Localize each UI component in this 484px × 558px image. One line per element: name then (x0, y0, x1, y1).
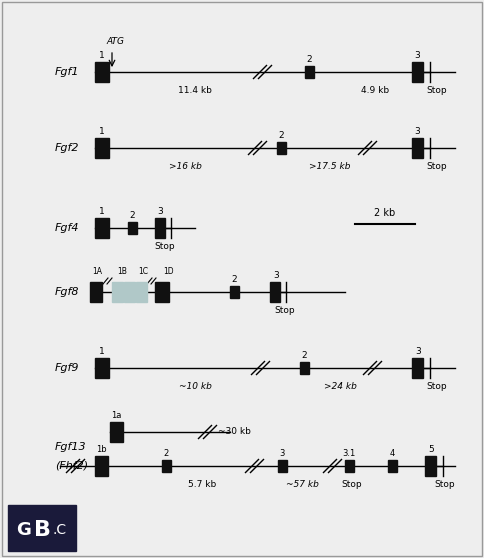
Text: 3.1: 3.1 (342, 449, 356, 458)
Text: 1C: 1C (138, 267, 148, 276)
Text: Fgf13: Fgf13 (55, 442, 87, 452)
Text: Stop: Stop (435, 480, 455, 489)
Bar (95, 138, 109, 158)
Bar (270, 282, 280, 302)
Text: ATG: ATG (106, 37, 124, 46)
Bar (230, 286, 239, 298)
Text: 3: 3 (273, 271, 279, 280)
Text: 2 kb: 2 kb (375, 208, 395, 218)
Bar (128, 222, 137, 234)
Text: Fgf2: Fgf2 (55, 143, 79, 153)
Text: Stop: Stop (342, 480, 363, 489)
Text: 11.4 kb: 11.4 kb (178, 86, 212, 95)
Bar (136, 282, 147, 302)
Text: 3: 3 (414, 127, 420, 136)
Text: 1b: 1b (96, 445, 106, 454)
Text: 1A: 1A (92, 267, 102, 276)
Text: ~57 kb: ~57 kb (286, 480, 318, 489)
Text: 4.9 kb: 4.9 kb (361, 86, 389, 95)
Bar (277, 142, 286, 154)
Text: Fgf8: Fgf8 (55, 287, 79, 297)
Text: Stop: Stop (427, 382, 447, 391)
Bar (95, 358, 109, 378)
Text: 1: 1 (99, 207, 105, 216)
Text: 3: 3 (415, 347, 421, 356)
Text: Fgf1: Fgf1 (55, 67, 79, 77)
Text: 2: 2 (129, 211, 135, 220)
Bar (110, 422, 123, 442)
Text: (Fhf2): (Fhf2) (55, 461, 88, 471)
Text: 3: 3 (279, 449, 285, 458)
Text: .C: .C (52, 523, 66, 537)
Bar (8, 505, 76, 551)
Text: 1a: 1a (111, 411, 121, 420)
Bar (95, 62, 109, 82)
Bar (162, 460, 171, 472)
Bar (412, 138, 423, 158)
Text: 1D: 1D (163, 267, 174, 276)
Text: 2: 2 (307, 55, 312, 64)
Text: 1: 1 (99, 127, 105, 136)
Text: 3: 3 (157, 207, 163, 216)
Bar (95, 456, 108, 476)
Text: 2: 2 (164, 449, 168, 458)
Text: ~10 kb: ~10 kb (179, 382, 212, 391)
Text: 1: 1 (99, 51, 105, 60)
Bar (412, 62, 423, 82)
Text: 4: 4 (389, 449, 394, 458)
Bar (425, 456, 436, 476)
Bar (388, 460, 397, 472)
Text: ~30 kb: ~30 kb (218, 427, 251, 436)
Bar (90, 282, 102, 302)
Text: Fgf9: Fgf9 (55, 363, 79, 373)
Text: G: G (16, 521, 31, 539)
Text: >24 kb: >24 kb (324, 382, 356, 391)
Text: >17.5 kb: >17.5 kb (309, 162, 351, 171)
Text: 2: 2 (279, 131, 284, 140)
Bar (124, 282, 135, 302)
Bar (305, 66, 314, 78)
Text: 2: 2 (302, 351, 307, 360)
Text: 5: 5 (428, 445, 434, 454)
Bar (412, 358, 423, 378)
Text: 1: 1 (99, 347, 105, 356)
Text: Fgf4: Fgf4 (55, 223, 79, 233)
Bar (345, 460, 354, 472)
Text: Stop: Stop (155, 242, 175, 251)
Text: Stop: Stop (275, 306, 295, 315)
Text: B: B (34, 520, 51, 540)
Text: >16 kb: >16 kb (168, 162, 201, 171)
Bar (95, 218, 109, 238)
Text: 3: 3 (414, 51, 420, 60)
Text: Stop: Stop (427, 86, 447, 95)
Text: Stop: Stop (427, 162, 447, 171)
Bar (155, 218, 165, 238)
Bar (155, 282, 169, 302)
Text: 5.7 kb: 5.7 kb (188, 480, 216, 489)
Bar (278, 460, 287, 472)
Bar (300, 362, 309, 374)
Bar (112, 282, 123, 302)
Text: 1B: 1B (117, 267, 127, 276)
Text: 2: 2 (232, 275, 237, 284)
